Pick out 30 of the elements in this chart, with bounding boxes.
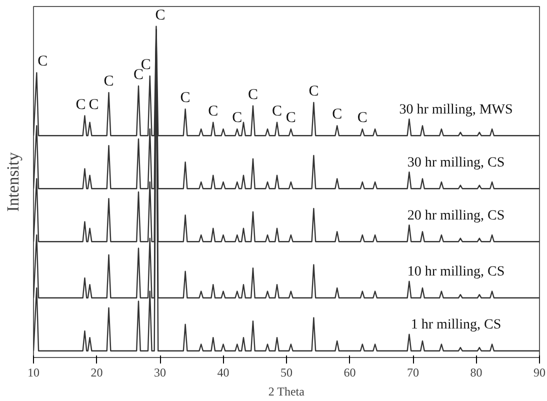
x-tick-label: 80 [470, 366, 482, 380]
series-label: 30 hr milling, CS [407, 155, 505, 170]
x-tick-label: 40 [217, 366, 230, 380]
annotation: C [272, 103, 282, 120]
series-label: 1 hr milling, CS [410, 318, 502, 333]
y-axis-title: Intensity [4, 152, 22, 212]
annotation: C [155, 7, 166, 24]
series-label: 10 hr milling, CS [407, 264, 505, 280]
x-tick-label: 30 [154, 366, 166, 380]
x-tick-label: 10 [28, 366, 40, 380]
annotation: C [232, 110, 242, 126]
series-label: 30 hr milling, MWS [399, 102, 513, 118]
annotation: C [88, 97, 99, 114]
annotation: C [208, 103, 218, 120]
annotation: C [308, 84, 319, 100]
x-tick-label: 60 [344, 366, 356, 380]
x-axis-title: 2 Theta [268, 384, 306, 398]
x-tick-label: 20 [90, 366, 103, 380]
annotation: C [286, 110, 296, 126]
annotation: C [332, 106, 342, 123]
annotation: C [180, 90, 190, 106]
annotation: C [38, 54, 48, 70]
x-tick-label: 50 [280, 366, 292, 380]
annotation: C [357, 110, 368, 126]
annotation: C [248, 86, 258, 103]
x-tick-label: 90 [534, 366, 546, 380]
annotation: C [104, 74, 114, 90]
x-tick-label: 70 [407, 366, 419, 380]
series-label: 20 hr milling, CS [407, 208, 505, 224]
annotation: C [76, 96, 86, 113]
